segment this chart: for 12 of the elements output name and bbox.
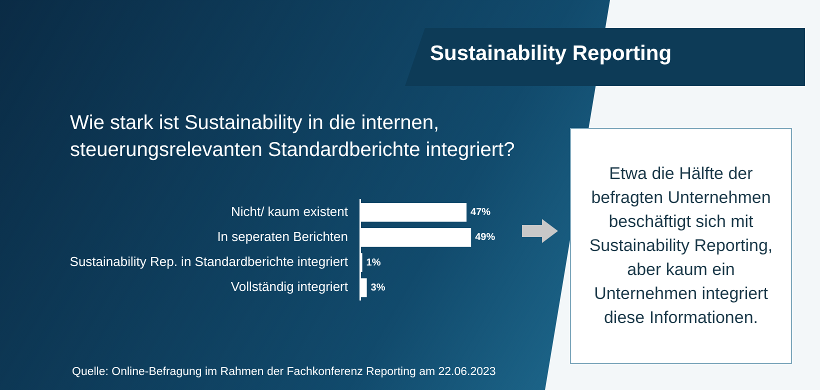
data-label: 1% xyxy=(366,257,381,268)
data-label: 3% xyxy=(370,282,386,294)
y-tick-label: In seperaten Berichten xyxy=(217,229,348,244)
source-note: Quelle: Online-Befragung im Rahmen der Fachkonferenz Reporting am 22.06.2023 xyxy=(72,366,496,378)
data-label: 49% xyxy=(475,232,496,244)
y-tick-label: Vollständig integriert xyxy=(230,279,348,294)
y-tick-label: Sustainability Rep. in Standardberichte integriert xyxy=(70,254,348,270)
text: Etwa die Hälfte der befragten Unternehmen beschäftigt sich mit Sustainability Reporting, aber kaum ein Unternehmen integriert diese Informationen. xyxy=(570,128,792,364)
data-label: 47% xyxy=(470,207,491,218)
y-tick-label: Nicht/ kaum existent xyxy=(230,204,348,219)
text: Sustainability Reporting xyxy=(430,42,672,66)
chart-subtitle: Wie stark ist Sustainability in die internen, steuerungsrelevanten Standardberichte integriert? xyxy=(70,111,516,163)
